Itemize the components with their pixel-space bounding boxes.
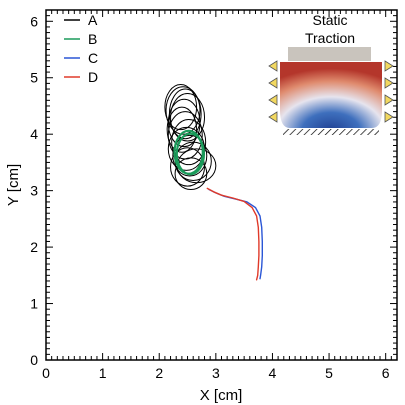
- x-tick-label: 0: [42, 365, 50, 381]
- x-tick-label: 5: [325, 365, 333, 381]
- x-axis-ticks: 0 1 2 3 4 5 6: [42, 10, 398, 381]
- inset-platen: [288, 47, 371, 61]
- series-b-loop-1: [175, 132, 206, 176]
- inset-title-line1: Static: [312, 12, 347, 28]
- series-c-line: [208, 188, 263, 280]
- inset-schematic: Static Traction: [268, 12, 394, 135]
- series-a-loop-5: [166, 106, 198, 153]
- series-a-loop-11: [170, 147, 206, 187]
- series-layer: [164, 84, 263, 281]
- series-a-loop-7: [171, 119, 207, 166]
- x-tick-label: 3: [212, 365, 220, 381]
- legend-label-b: B: [88, 31, 97, 47]
- inset-arrow-right-3: [384, 94, 394, 106]
- inset-gel-block: [280, 62, 382, 128]
- series-a-loop-3: [170, 93, 206, 142]
- y-tick-label: 1: [30, 296, 38, 312]
- series-d-line: [206, 187, 260, 281]
- y-tick-label: 3: [30, 183, 38, 199]
- inset-right-arrows: [384, 60, 394, 123]
- y-tick-label: 6: [30, 13, 38, 29]
- legend-label-d: D: [88, 69, 98, 85]
- series-a-loop-9: [172, 134, 208, 177]
- inset-arrow-left-3: [268, 94, 278, 106]
- x-axis-label: X [cm]: [200, 387, 243, 404]
- legend-label-a: A: [88, 12, 98, 28]
- legend: A B C D: [64, 12, 98, 85]
- series-b: [173, 129, 206, 176]
- series-a-loop-1: [165, 86, 201, 135]
- y-axis-ticks: 0 1 2 3 4 5 6: [30, 9, 397, 368]
- y-tick-label: 2: [30, 239, 38, 255]
- y-tick-label: 4: [30, 126, 38, 142]
- inset-arrow-right-2: [384, 77, 394, 89]
- y-tick-label: 0: [30, 352, 38, 368]
- x-tick-label: 6: [382, 365, 390, 381]
- inset-arrow-left-1: [268, 60, 278, 72]
- inset-arrow-right-1: [384, 60, 394, 72]
- series-d: [206, 187, 260, 281]
- x-tick-label: 1: [99, 365, 107, 381]
- inset-title-line2: Traction: [305, 30, 355, 46]
- x-tick-label: 4: [269, 365, 277, 381]
- inset-ground-hatch: [283, 129, 379, 135]
- x-tick-label: 2: [155, 365, 163, 381]
- inset-arrow-right-4: [384, 111, 394, 123]
- series-a-loop-12: [176, 148, 217, 184]
- inset-arrow-left-2: [268, 77, 278, 89]
- legend-label-c: C: [88, 50, 98, 66]
- series-a-loop-13: [174, 157, 208, 191]
- series-a-loop-0: [164, 84, 198, 131]
- y-axis-label: Y [cm]: [5, 164, 22, 206]
- series-c: [208, 188, 263, 280]
- y-tick-label: 5: [30, 70, 38, 86]
- inset-left-arrows: [268, 60, 278, 123]
- inset-arrow-left-4: [268, 111, 278, 123]
